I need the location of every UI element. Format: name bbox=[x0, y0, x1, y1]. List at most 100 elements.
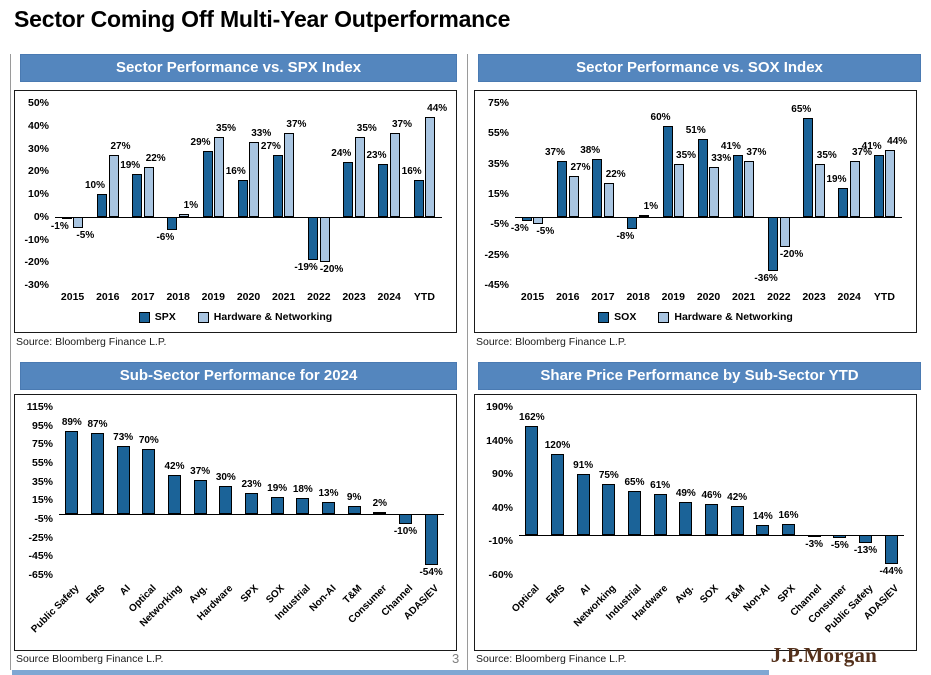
bar-value-label: 27% bbox=[110, 141, 131, 153]
bar bbox=[389, 132, 400, 217]
bar bbox=[833, 534, 847, 539]
bar bbox=[343, 162, 354, 217]
bar bbox=[142, 449, 156, 515]
bar bbox=[557, 160, 568, 217]
bar-value-label: 35% bbox=[356, 123, 377, 135]
y-axis-tick-label: 90% bbox=[491, 468, 513, 481]
bar-value-label: 44% bbox=[887, 136, 908, 148]
bar bbox=[885, 150, 896, 217]
source-note-subsector-2024: Source Bloomberg Finance L.P. bbox=[16, 653, 164, 665]
y-axis-tick-label: 10% bbox=[27, 188, 49, 200]
y-axis-tick-label: -45% bbox=[28, 550, 53, 563]
x-category-label: 2022 bbox=[307, 291, 331, 303]
legend-item: SOX bbox=[598, 311, 636, 323]
x-category-label: AI bbox=[578, 583, 593, 598]
bar-value-label: 91% bbox=[573, 459, 594, 471]
bar-value-label: 46% bbox=[701, 489, 722, 501]
bar-value-label: 22% bbox=[605, 169, 626, 181]
x-category-label: 2021 bbox=[271, 291, 296, 303]
bar bbox=[219, 486, 233, 515]
bar bbox=[425, 116, 436, 217]
x-axis-line bbox=[55, 216, 442, 218]
bar-value-label: -6% bbox=[156, 232, 175, 244]
y-axis-tick-label: 40% bbox=[27, 119, 49, 132]
bar bbox=[373, 512, 387, 515]
x-category-label: 2018 bbox=[166, 291, 190, 303]
y-axis-tick-label: -10% bbox=[488, 535, 513, 548]
bar-value-label: 1% bbox=[183, 200, 199, 212]
bar bbox=[308, 216, 319, 260]
bar bbox=[354, 137, 365, 217]
bar bbox=[237, 180, 248, 217]
bar bbox=[91, 433, 104, 515]
bar-value-label: 49% bbox=[675, 487, 696, 499]
legend-item: Hardware & Networking bbox=[197, 311, 332, 323]
bar-value-label: -10% bbox=[393, 525, 418, 537]
bar bbox=[132, 173, 143, 217]
source-note-subsector-ytd: Source: Bloomberg Finance L.P. bbox=[476, 653, 627, 665]
bar-value-label: 42% bbox=[727, 492, 748, 504]
bar bbox=[551, 454, 564, 535]
legend-swatch-icon bbox=[138, 311, 150, 323]
y-axis-tick-label: 140% bbox=[486, 434, 513, 447]
bar-value-label: 35% bbox=[816, 149, 837, 161]
bar bbox=[272, 155, 283, 217]
y-axis-tick-label: 15% bbox=[487, 188, 509, 200]
bar bbox=[525, 425, 539, 535]
y-axis-tick-label: 55% bbox=[31, 457, 53, 469]
bar bbox=[73, 216, 84, 229]
legend-swatch-icon bbox=[658, 311, 670, 323]
y-axis-tick-label: 0% bbox=[33, 210, 49, 223]
bar-value-label: 35% bbox=[216, 123, 237, 135]
bar bbox=[756, 525, 770, 535]
bar bbox=[245, 492, 258, 515]
panel-header-sox: Sector Performance vs. SOX Index bbox=[478, 54, 921, 82]
bar bbox=[65, 431, 79, 515]
x-category-label: 2017 bbox=[131, 291, 155, 303]
bar-value-label: 75% bbox=[598, 470, 619, 482]
bar bbox=[270, 496, 284, 515]
y-axis-tick-label: 35% bbox=[487, 157, 509, 170]
x-axis-line bbox=[519, 534, 904, 536]
y-axis-tick-label: 190% bbox=[486, 401, 513, 413]
bar-value-label: -44% bbox=[879, 566, 903, 578]
x-category-label: 2023 bbox=[802, 291, 826, 303]
x-category-label: 2015 bbox=[520, 291, 545, 303]
bar-value-label: -13% bbox=[853, 545, 878, 557]
bar bbox=[284, 132, 295, 217]
legend-label: Hardware & Networking bbox=[674, 311, 793, 323]
bar-value-label: 27% bbox=[260, 141, 281, 153]
bar-value-label: 73% bbox=[113, 432, 134, 444]
bar-value-label: 13% bbox=[318, 488, 339, 500]
x-category-label: YTD bbox=[413, 291, 435, 303]
x-category-label: 2016 bbox=[96, 291, 120, 303]
bar-value-label: 33% bbox=[711, 152, 732, 164]
bar-value-label: 35% bbox=[676, 149, 697, 161]
x-axis-line bbox=[59, 514, 444, 516]
bar bbox=[674, 163, 685, 217]
chart-sector-vs-spx: 50% 40% 30% 20% 10% 0% -10% -20% -30% -1% 10% 19% -6… bbox=[15, 91, 456, 332]
bar bbox=[730, 506, 744, 535]
bar bbox=[319, 216, 330, 263]
legend-swatch-icon bbox=[197, 311, 209, 323]
y-axis-tick-label: -25% bbox=[28, 531, 53, 544]
bar bbox=[214, 137, 225, 217]
bar bbox=[108, 155, 119, 217]
bar bbox=[732, 154, 743, 217]
bar-value-label: 2% bbox=[372, 498, 388, 510]
bar-value-label: -5% bbox=[536, 226, 555, 238]
x-category-label: 2024 bbox=[377, 291, 401, 303]
bar bbox=[705, 503, 718, 535]
bar-value-label: 19% bbox=[826, 173, 847, 185]
x-category-label: EMS bbox=[544, 583, 568, 607]
x-category-label: Non-AI bbox=[307, 583, 339, 614]
bar-value-label: 10% bbox=[85, 180, 106, 191]
chart-box-subsector-ytd: 190% 140% 90% 40% -10% -60% 162% 120% 91% 75% 65% 6… bbox=[474, 394, 917, 651]
next-section-header-strip bbox=[12, 670, 769, 675]
bar bbox=[662, 125, 673, 217]
bar bbox=[744, 160, 755, 217]
y-axis-tick-label: -20% bbox=[24, 256, 49, 269]
bar-value-label: 1% bbox=[643, 201, 659, 213]
x-category-label: Non-AI bbox=[741, 583, 773, 614]
